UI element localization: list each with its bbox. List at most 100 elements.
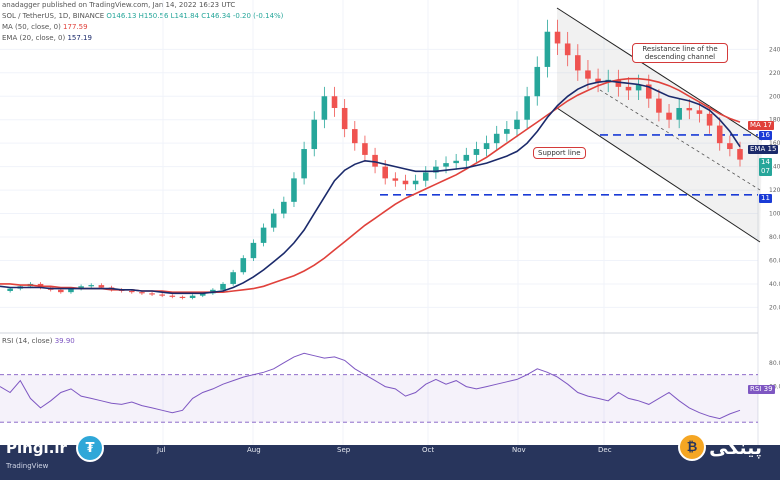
candle-body (402, 180, 409, 185)
candle-body (514, 119, 520, 130)
candle-body (270, 213, 277, 228)
candle-body (311, 119, 318, 150)
candle-body (443, 163, 449, 167)
candle-body (483, 143, 490, 150)
rsi-line (0, 352, 741, 420)
candle-body (544, 31, 551, 67)
month-tick-label: Aug (247, 446, 261, 454)
ema-value: 157.19 (67, 34, 92, 42)
price-axis: 240.00 220.00 200.00 180.00 160.00 140.00 120.… (769, 46, 780, 390)
price-tick-label: 120.00 (769, 187, 780, 194)
candle-body (706, 113, 713, 126)
ohlc-values: O146.13 H150.56 L141.84 C146.34 -0.20 (-… (106, 12, 284, 20)
price-tick-label: 220.00 (769, 70, 780, 77)
candle-body (352, 129, 358, 144)
candle-body (128, 290, 135, 293)
footer-bar (0, 445, 780, 480)
rsi-tick-label: 80.00 (769, 360, 780, 367)
candle-body (656, 98, 662, 113)
price-tick-label: 180.00 (769, 117, 780, 124)
ema-label: EMA (20, close, 0) (2, 34, 66, 42)
candle-body (433, 166, 439, 173)
rsi-tag: RSI 39 (748, 385, 775, 394)
candle-body (575, 55, 581, 71)
candle-body (189, 295, 196, 299)
channel-midline (599, 89, 761, 191)
candle-body (493, 133, 500, 144)
price-tick-label: 40.00 (769, 281, 780, 288)
candle-body (473, 149, 480, 155)
rsi-pane (0, 374, 758, 423)
candle-body (220, 283, 226, 290)
rsi-value: 39.90 (54, 337, 75, 345)
price-tick-label: 100.00 (769, 211, 780, 218)
candle-body (554, 31, 561, 44)
candle-body (412, 180, 419, 185)
candle-body (260, 227, 267, 243)
brand-left[interactable]: Pingi.ir (6, 439, 67, 457)
resistance-callout: Resistance line of the descending channe… (632, 43, 728, 63)
candle-body (331, 96, 338, 108)
candle-body (321, 96, 328, 120)
candle-body (98, 285, 105, 288)
brand-right[interactable]: پینگی (709, 437, 762, 459)
candle-body (463, 154, 470, 161)
ma-label: MA (50, close, 0) (2, 23, 61, 31)
ma-value: 177.59 (63, 23, 88, 31)
bitcoin-icon: ₿ (678, 433, 706, 461)
rsi-band (0, 374, 758, 423)
rsi-label: RSI (14, close) (2, 337, 53, 345)
month-tick-label: Dec (598, 446, 612, 454)
candle-body (504, 129, 510, 134)
support-line (556, 107, 761, 243)
candle-body (716, 125, 723, 144)
month-tick-label: Sep (337, 446, 351, 454)
candle-body (453, 160, 459, 164)
month-tick-label: Nov (512, 446, 526, 454)
candle-body (372, 154, 378, 167)
candle-body (149, 293, 155, 295)
candle-body (341, 107, 348, 130)
candle-body (159, 294, 165, 296)
ema-tag-label: EMA (750, 145, 766, 153)
candle-body (7, 288, 13, 291)
candle-body (230, 272, 236, 284)
tether-icon: ₮ (76, 434, 104, 462)
candle-body (625, 86, 632, 91)
symbol-label: SOL / TetherUS, 1D, BINANCE (2, 12, 105, 20)
rsi-tag-value: 39 (763, 385, 773, 393)
ma-tag-value: 17 (763, 121, 772, 129)
candle-body (676, 107, 682, 120)
month-tick-label: Jul (157, 446, 166, 454)
candle-body (68, 288, 74, 293)
ema-tag: EMA 15 (748, 145, 779, 154)
candle-body (595, 78, 601, 83)
candle-body (58, 289, 64, 293)
ema-tag-value: 15 (767, 145, 777, 153)
chart-legend: anadagger published on TradingView.com, … (2, 0, 283, 44)
candle-body (362, 143, 368, 155)
candle-body (281, 201, 287, 214)
price-chart[interactable]: 240.00 220.00 200.00 180.00 160.00 140.00 120.… (0, 0, 780, 445)
candle-body (524, 96, 530, 120)
support-callout: Support line (533, 147, 586, 159)
publisher-line: anadagger published on TradingView.com, … (2, 1, 236, 9)
level-high-tag: 16 (759, 131, 772, 140)
candle-body (666, 112, 672, 120)
candle-body (422, 172, 429, 181)
ema20-line (0, 80, 741, 295)
candle-body (727, 143, 733, 150)
candle-body (645, 84, 652, 99)
rsi-legend: RSI (14, close) 39.90 (2, 337, 75, 345)
grid-lines (0, 0, 759, 445)
candle-body (169, 295, 176, 297)
price-tick-label: 140.00 (769, 164, 780, 171)
tradingview-logo[interactable]: TradingView (6, 462, 49, 470)
descending-channel (557, 8, 762, 242)
resistance-callout-text: Resistance line of the descending channe… (642, 45, 718, 61)
candle-body (88, 285, 95, 287)
price-tick-label: 20.00 (769, 304, 780, 311)
price-tick-label: 60.00 (769, 257, 780, 264)
month-tick-label: Oct (422, 446, 435, 454)
candle-body (564, 43, 571, 56)
